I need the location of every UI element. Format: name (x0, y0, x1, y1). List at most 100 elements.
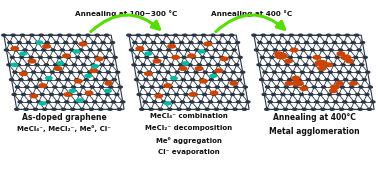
Circle shape (169, 86, 173, 88)
Circle shape (309, 93, 313, 95)
Circle shape (141, 64, 146, 66)
Circle shape (230, 82, 238, 85)
Circle shape (325, 63, 333, 67)
Circle shape (288, 79, 292, 81)
Circle shape (73, 50, 80, 53)
Circle shape (76, 56, 80, 58)
Circle shape (137, 93, 141, 95)
Circle shape (302, 108, 306, 110)
Circle shape (47, 79, 51, 81)
Circle shape (350, 86, 354, 88)
Circle shape (301, 49, 305, 51)
Circle shape (184, 93, 188, 95)
Circle shape (81, 86, 85, 88)
Circle shape (345, 34, 349, 36)
Circle shape (144, 79, 148, 81)
Circle shape (265, 86, 270, 88)
Circle shape (285, 64, 289, 66)
Circle shape (236, 101, 240, 103)
Circle shape (169, 64, 174, 66)
Circle shape (350, 82, 357, 85)
Circle shape (164, 84, 172, 87)
Circle shape (78, 71, 82, 73)
Circle shape (42, 49, 46, 51)
Circle shape (96, 57, 103, 61)
Circle shape (200, 79, 207, 83)
Circle shape (105, 93, 110, 95)
Circle shape (87, 93, 91, 95)
Circle shape (254, 49, 259, 51)
Circle shape (148, 49, 152, 51)
Circle shape (210, 91, 218, 95)
Circle shape (115, 93, 119, 95)
Circle shape (336, 82, 343, 85)
Circle shape (319, 71, 323, 73)
Circle shape (233, 108, 237, 110)
Circle shape (358, 108, 362, 110)
Circle shape (229, 56, 233, 58)
Circle shape (327, 34, 331, 36)
Circle shape (288, 56, 293, 58)
Circle shape (354, 56, 358, 58)
Circle shape (91, 64, 95, 66)
Circle shape (242, 108, 246, 110)
Circle shape (174, 34, 178, 36)
Circle shape (43, 108, 47, 110)
Circle shape (37, 101, 41, 103)
Circle shape (84, 101, 88, 103)
Circle shape (15, 86, 20, 88)
Circle shape (195, 49, 199, 51)
Circle shape (149, 108, 153, 110)
Circle shape (118, 86, 122, 88)
Circle shape (305, 101, 310, 103)
Circle shape (142, 42, 146, 44)
Circle shape (196, 108, 200, 110)
Circle shape (299, 34, 303, 36)
Circle shape (291, 71, 295, 73)
Text: As-doped graphene: As-doped graphene (22, 113, 106, 122)
Circle shape (102, 101, 106, 103)
Circle shape (285, 59, 292, 63)
Circle shape (160, 64, 164, 66)
Circle shape (271, 93, 276, 95)
Circle shape (234, 86, 238, 88)
Circle shape (211, 34, 215, 36)
Circle shape (64, 42, 68, 44)
Circle shape (346, 59, 353, 63)
Circle shape (45, 42, 49, 44)
Circle shape (280, 34, 284, 36)
Circle shape (318, 93, 322, 95)
Circle shape (231, 93, 235, 95)
Circle shape (11, 63, 18, 66)
Circle shape (171, 101, 175, 103)
Circle shape (197, 86, 201, 88)
Circle shape (14, 49, 18, 51)
Circle shape (146, 93, 150, 95)
Circle shape (161, 42, 165, 44)
Circle shape (175, 93, 178, 95)
Circle shape (243, 86, 247, 88)
Circle shape (284, 108, 288, 110)
Circle shape (361, 42, 365, 44)
Circle shape (27, 101, 31, 103)
Circle shape (304, 64, 308, 66)
Circle shape (231, 71, 235, 73)
Circle shape (224, 108, 228, 110)
Polygon shape (254, 35, 374, 109)
Circle shape (311, 108, 316, 110)
Circle shape (308, 34, 312, 36)
Circle shape (39, 84, 46, 87)
Circle shape (361, 101, 366, 103)
Circle shape (22, 71, 26, 73)
Circle shape (71, 86, 76, 88)
Circle shape (355, 93, 359, 95)
Circle shape (367, 108, 372, 110)
Circle shape (206, 86, 210, 88)
Circle shape (109, 86, 113, 88)
Circle shape (26, 64, 30, 66)
Circle shape (157, 49, 161, 51)
Circle shape (341, 64, 345, 66)
Circle shape (198, 50, 205, 53)
Circle shape (246, 101, 250, 103)
Circle shape (260, 56, 265, 58)
